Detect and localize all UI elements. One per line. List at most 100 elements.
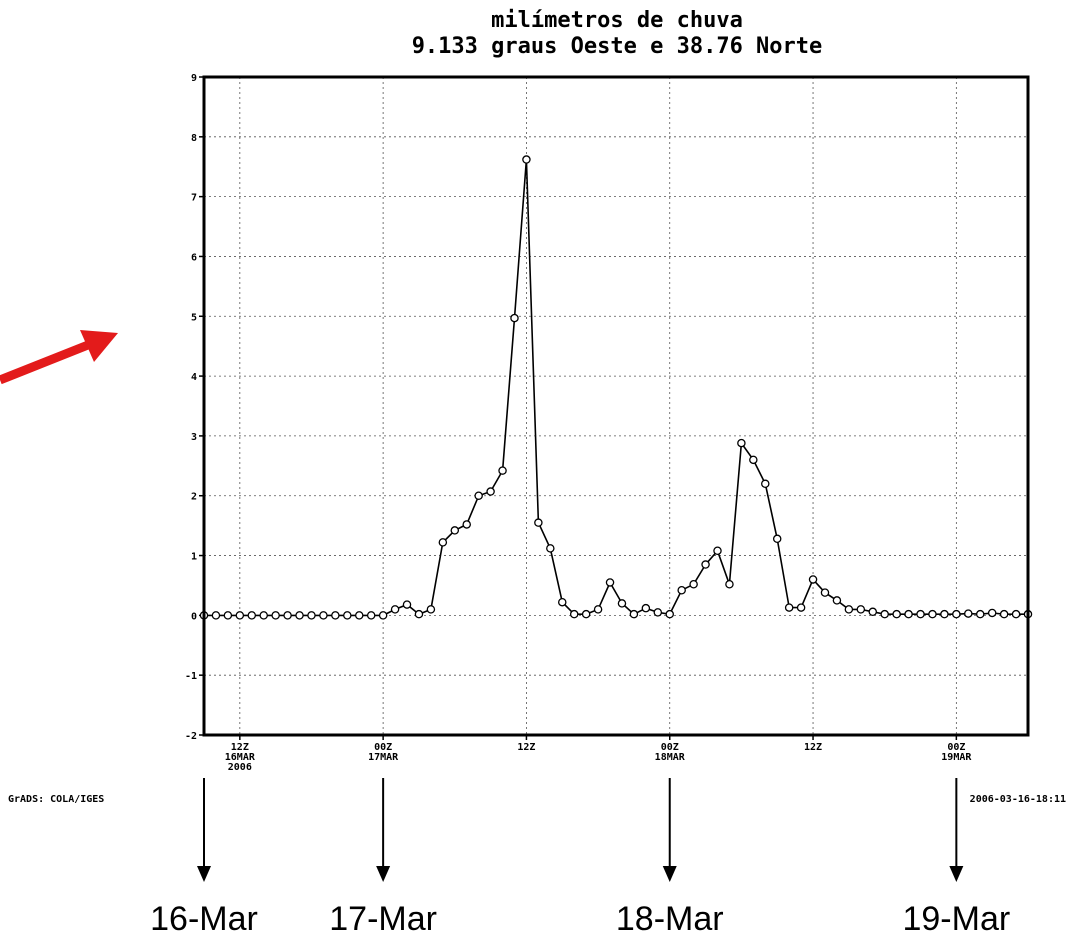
data-point <box>892 609 901 619</box>
data-point <box>617 599 627 608</box>
data-point <box>247 611 257 620</box>
data-point <box>808 575 818 584</box>
data-point <box>498 466 507 475</box>
data-point <box>426 605 436 614</box>
data-point <box>940 609 949 619</box>
down-arrow-icon <box>376 866 391 882</box>
data-point <box>844 605 854 614</box>
series-line <box>204 159 1028 617</box>
data-point <box>510 313 519 323</box>
y-axis-ticks: -2 -1 0 1 2 3 4 5 6 7 8 9 <box>185 73 204 742</box>
y-tick-label: 8 <box>191 133 197 144</box>
x-tick-label: 18MAR <box>655 752 686 763</box>
data-point <box>832 596 842 605</box>
y-tick-label: 9 <box>191 73 197 84</box>
data-point <box>354 611 364 620</box>
series-rainfall <box>199 155 1033 620</box>
x-tick-label: 19MAR <box>941 752 972 763</box>
y-tick-label: 0 <box>191 611 197 622</box>
data-point <box>665 609 674 619</box>
data-point <box>271 611 280 620</box>
x-tick-label: 12Z <box>517 742 535 753</box>
data-point <box>402 600 412 609</box>
data-point <box>307 611 316 620</box>
data-point <box>390 605 400 614</box>
data-point <box>725 580 734 589</box>
x-tick-label: 00Z <box>374 742 392 753</box>
data-point <box>378 611 388 620</box>
y-tick-label: 1 <box>191 552 197 563</box>
y-tick-label: 2 <box>191 492 197 503</box>
y-tick-label: -1 <box>185 671 197 682</box>
data-point <box>486 487 495 496</box>
data-point <box>223 611 233 620</box>
data-point <box>259 611 268 620</box>
date-label: 19-Mar <box>902 900 1010 938</box>
date-label: 16-Mar <box>150 900 258 938</box>
x-tick-label: 17MAR <box>368 752 399 763</box>
x-tick-label: 2006 <box>228 762 252 773</box>
date-label: 18-Mar <box>616 900 724 938</box>
data-point <box>295 611 304 620</box>
y-tick-label: 4 <box>191 372 197 383</box>
data-point <box>331 611 340 620</box>
data-point <box>343 611 352 620</box>
data-point <box>641 603 651 613</box>
x-tick-label: 00Z <box>661 742 679 753</box>
data-point <box>772 534 782 544</box>
y-tick-label: 6 <box>191 252 197 263</box>
data-point <box>558 597 567 607</box>
y-tick-label: 7 <box>191 193 197 204</box>
data-point <box>737 438 746 448</box>
date-label: 17-Mar <box>329 900 437 938</box>
x-tick-label: 16MAR <box>225 752 256 763</box>
data-point <box>235 611 245 620</box>
data-point <box>605 578 615 587</box>
data-point <box>856 605 866 614</box>
x-tick-label: 00Z <box>947 742 965 753</box>
data-point <box>474 491 483 500</box>
down-arrow-icon <box>949 866 964 882</box>
data-point <box>999 609 1009 619</box>
data-point <box>964 609 973 618</box>
data-point <box>904 609 913 619</box>
data-point <box>796 603 806 612</box>
data-point <box>366 611 376 620</box>
data-point <box>581 609 591 619</box>
data-point <box>713 546 722 556</box>
data-point <box>438 538 448 547</box>
down-arrow-icon <box>662 866 677 882</box>
data-point <box>880 609 889 619</box>
red-arrow-icon <box>0 330 118 385</box>
data-point <box>319 611 328 620</box>
data-point <box>677 585 686 595</box>
data-point <box>414 609 424 619</box>
date-annotations: 16-Mar 17-Mar 18-Mar 19-Mar <box>150 778 1010 938</box>
data-point <box>629 609 639 619</box>
data-point <box>916 609 925 619</box>
data-point <box>1011 609 1021 619</box>
data-point <box>569 609 579 619</box>
y-tick-label: 5 <box>191 312 197 323</box>
data-point <box>450 526 460 535</box>
data-point <box>784 603 794 612</box>
grid-lines <box>204 77 1028 735</box>
data-point <box>749 455 758 465</box>
data-point <box>975 609 985 619</box>
data-point <box>283 611 292 620</box>
x-tick-label: 12Z <box>804 742 822 753</box>
x-tick-label: 12Z <box>231 742 249 753</box>
down-arrow-icon <box>197 866 211 882</box>
data-point <box>653 608 663 617</box>
data-point <box>761 479 770 489</box>
chart-title-line-2: 9.133 graus Oeste e 38.76 Norte <box>412 34 823 59</box>
footer-credit: GrADS: COLA/IGES <box>8 794 104 805</box>
data-point <box>868 607 878 617</box>
data-point <box>522 155 531 164</box>
footer-timestamp: 2006-03-16-18:11 <box>970 794 1066 805</box>
plot-frame <box>202 75 1030 737</box>
data-point <box>952 609 961 619</box>
data-point <box>689 580 698 589</box>
